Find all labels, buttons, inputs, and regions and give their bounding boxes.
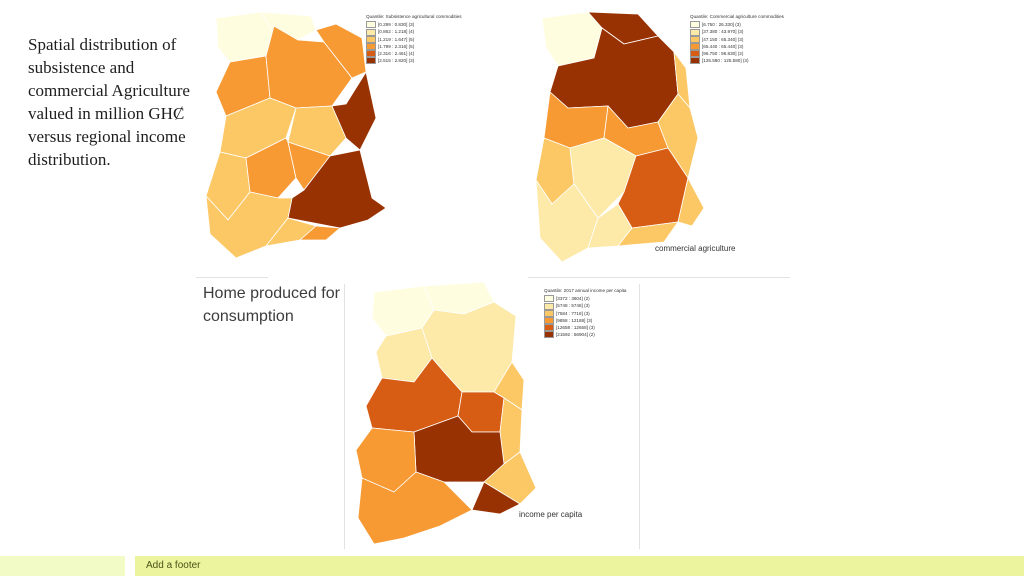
income-legend: Quantile: 2017 annual income per capita … xyxy=(544,287,627,339)
legend-item: [3372 : 3604] (2) xyxy=(544,295,627,303)
region-volta-south xyxy=(677,177,705,227)
legend-item: [7584 : 7718] (3) xyxy=(544,309,627,317)
legend-label: [2.316 : 2.461] (4) xyxy=(378,51,415,57)
legend-item: [2.316 : 2.461] (4) xyxy=(366,50,462,58)
legend-swatch xyxy=(544,309,554,317)
legend-label: [1.219 : 1.647] (5) xyxy=(378,36,415,42)
legend-label: [9858 : 12188] (3) xyxy=(556,317,593,323)
legend-label: [96.750 : 96.830] (2) xyxy=(702,51,744,57)
subsistence-legend: Quantile: Subsistence agricultural commo… xyxy=(366,13,462,65)
legend-label: [6.750 : 26.330] (3) xyxy=(702,22,741,28)
legend-swatch xyxy=(690,50,700,58)
commercial-map-panel: Quantile: Commercial agriculture commodi… xyxy=(528,8,790,270)
legend-label: [3372 : 3604] (2) xyxy=(556,296,590,302)
legend-swatch xyxy=(690,42,700,50)
legend-swatch xyxy=(366,42,376,50)
legend-swatch xyxy=(544,302,554,310)
legend-swatch xyxy=(366,57,376,65)
legend-item: [96.750 : 96.830] (2) xyxy=(690,50,784,58)
region-greater-accra xyxy=(617,221,679,247)
subsistence-map xyxy=(205,11,387,259)
legend-label: [7584 : 7718] (3) xyxy=(556,310,590,316)
footer-accent xyxy=(0,556,125,576)
legend-swatch xyxy=(366,50,376,58)
legend-swatch xyxy=(544,331,554,339)
legend-item: [65.440 : 65.440] (3) xyxy=(690,42,784,50)
legend-item: [2.515 : 2.820] (3) xyxy=(366,57,462,65)
legend-item: [125.580 : 125.580] (3) xyxy=(690,57,784,65)
legend-swatch xyxy=(690,57,700,65)
commercial-map xyxy=(535,11,705,263)
legend-item: [47.150 : 65.340] (3) xyxy=(690,35,784,43)
legend-item: [6.750 : 26.330] (3) xyxy=(690,21,784,29)
legend-label: [0.862 : 1.218] (4) xyxy=(378,29,415,35)
commercial-caption: commercial agriculture xyxy=(655,244,736,253)
region-western xyxy=(205,191,293,259)
divider xyxy=(639,284,640,549)
legend-swatch xyxy=(690,35,700,43)
legend-swatch xyxy=(544,316,554,324)
legend-swatch xyxy=(690,21,700,29)
legend-label: [5748 : 5748] (3) xyxy=(556,303,590,309)
legend-label: [12658 : 12658] (3) xyxy=(556,325,595,331)
legend-label: [1.799 : 2.316] (5) xyxy=(378,43,415,49)
income-caption: income per capita xyxy=(519,510,583,519)
legend-item: [21592 : 56904] (2) xyxy=(544,331,627,339)
legend-title: Quantile: Commercial agriculture commodi… xyxy=(690,14,784,19)
legend-swatch xyxy=(544,324,554,332)
legend-swatch xyxy=(366,28,376,36)
legend-item: [0.862 : 1.218] (4) xyxy=(366,28,462,36)
divider xyxy=(196,277,268,278)
legend-label: [47.150 : 65.340] (3) xyxy=(702,36,744,42)
legend-label: [65.440 : 65.440] (3) xyxy=(702,43,744,49)
commercial-legend: Quantile: Commercial agriculture commodi… xyxy=(690,13,784,65)
legend-item: [1.799 : 2.316] (5) xyxy=(366,42,462,50)
region-volta-south xyxy=(287,149,387,229)
region-central xyxy=(287,105,347,157)
legend-swatch xyxy=(366,35,376,43)
legend-label: [0.299 : 0.830] (3) xyxy=(378,22,415,28)
legend-item: [5748 : 5748] (3) xyxy=(544,302,627,310)
region-eastern xyxy=(483,451,537,505)
divider xyxy=(528,277,790,278)
legend-item: [0.299 : 0.830] (3) xyxy=(366,21,462,29)
slide-title: Spatial distribution of subsistence and … xyxy=(28,35,190,169)
income-map-panel: Quantile: 2017 annual income per capita … xyxy=(344,282,640,550)
legend-swatch xyxy=(690,28,700,36)
legend-item: [1.219 : 1.647] (5) xyxy=(366,35,462,43)
legend-label: [2.515 : 2.820] (3) xyxy=(378,58,415,64)
legend-item: [12658 : 12658] (3) xyxy=(544,324,627,332)
region-western xyxy=(357,471,473,545)
region-greater-accra xyxy=(471,481,521,515)
income-map xyxy=(355,282,537,545)
region-greater-accra xyxy=(299,225,341,241)
legend-swatch xyxy=(366,21,376,29)
subsistence-map-panel: Quantile: Subsistence agricultural commo… xyxy=(196,8,484,270)
footer-bar: Add a footer xyxy=(135,556,1024,576)
footer-text[interactable]: Add a footer xyxy=(146,560,201,571)
legend-title: Quantile: 2017 annual income per capita xyxy=(544,288,627,293)
legend-swatch xyxy=(544,295,554,303)
legend-item: [9858 : 12188] (3) xyxy=(544,316,627,324)
legend-label: [125.580 : 125.580] (3) xyxy=(702,58,749,64)
legend-label: [21592 : 56904] (2) xyxy=(556,332,595,338)
divider xyxy=(344,284,345,549)
home-produced-caption: Home produced for consumption xyxy=(203,285,340,325)
legend-label: [37.380 : 43.970] (3) xyxy=(702,29,744,35)
legend-item: [37.380 : 43.970] (3) xyxy=(690,28,784,36)
legend-title: Quantile: Subsistence agricultural commo… xyxy=(366,14,462,19)
